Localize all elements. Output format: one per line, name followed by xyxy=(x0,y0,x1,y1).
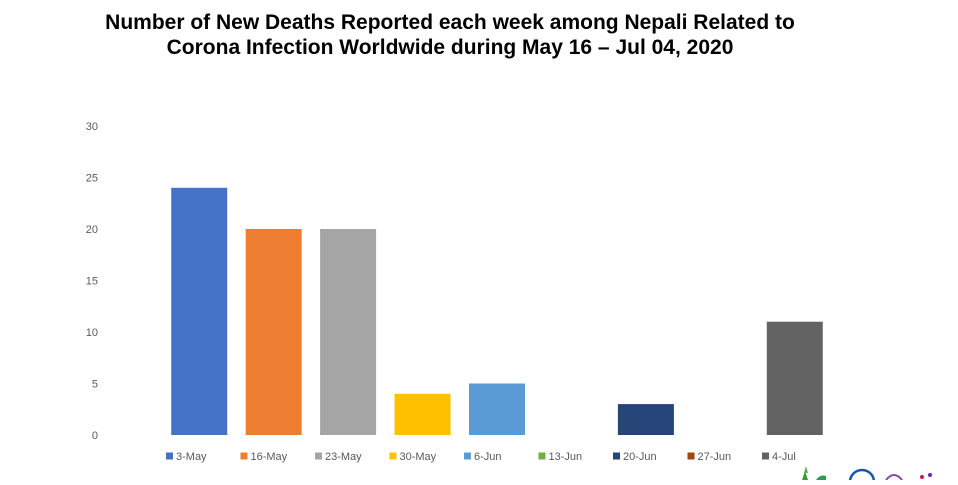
y-tick-label: 30 xyxy=(86,121,98,133)
bar-30-may xyxy=(394,393,451,435)
y-tick-label: 10 xyxy=(86,327,98,339)
y-tick-label: 25 xyxy=(86,173,98,185)
chart-title-line-1: Number of New Deaths Reported each week … xyxy=(105,11,795,34)
legend-label: 13-Jun xyxy=(549,451,583,463)
bar-3-may xyxy=(171,187,228,435)
y-tick-label: 5 xyxy=(92,379,98,391)
y-axis: 0 5 10 15 20 25 30 xyxy=(86,121,98,442)
legend-swatch xyxy=(464,452,471,460)
bars xyxy=(171,187,823,435)
legend: 3-May 16-May 23-May 30-May 6-Jun 13-Jun 20-Jun… xyxy=(166,451,796,463)
chart-title-line-2: Corona Infection Worldwide during May 16… xyxy=(166,36,734,59)
legend-swatch xyxy=(315,452,322,460)
legend-label: 23-May xyxy=(325,451,362,463)
legend-swatch xyxy=(538,452,546,460)
legend-swatch xyxy=(166,452,173,460)
legend-swatch xyxy=(613,452,620,460)
legend-label: 16-May xyxy=(251,451,288,463)
y-tick-label: 0 xyxy=(92,430,98,442)
bar-6-jun xyxy=(469,383,525,435)
organization-logo xyxy=(790,462,958,485)
legend-label: 4-Jul xyxy=(772,451,796,463)
legend-label: 20-Jun xyxy=(623,451,657,463)
bar-4-jul xyxy=(766,321,823,435)
legend-label: 6-Jun xyxy=(474,451,502,463)
legend-swatch xyxy=(389,452,397,460)
legend-label: 27-Jun xyxy=(698,451,732,463)
legend-label: 30-May xyxy=(400,451,437,463)
organization-logo-icon xyxy=(802,466,932,485)
bar-16-may xyxy=(245,229,302,435)
bar-20-jun xyxy=(617,404,674,435)
y-tick-label: 20 xyxy=(86,224,98,236)
legend-label: 3-May xyxy=(176,451,207,463)
bar-23-may xyxy=(320,229,377,435)
y-tick-label: 15 xyxy=(86,276,98,288)
legend-swatch xyxy=(240,452,248,460)
legend-swatch xyxy=(687,452,695,460)
chart-title: Number of New Deaths Reported each week … xyxy=(0,10,900,60)
legend-swatch xyxy=(762,452,769,460)
